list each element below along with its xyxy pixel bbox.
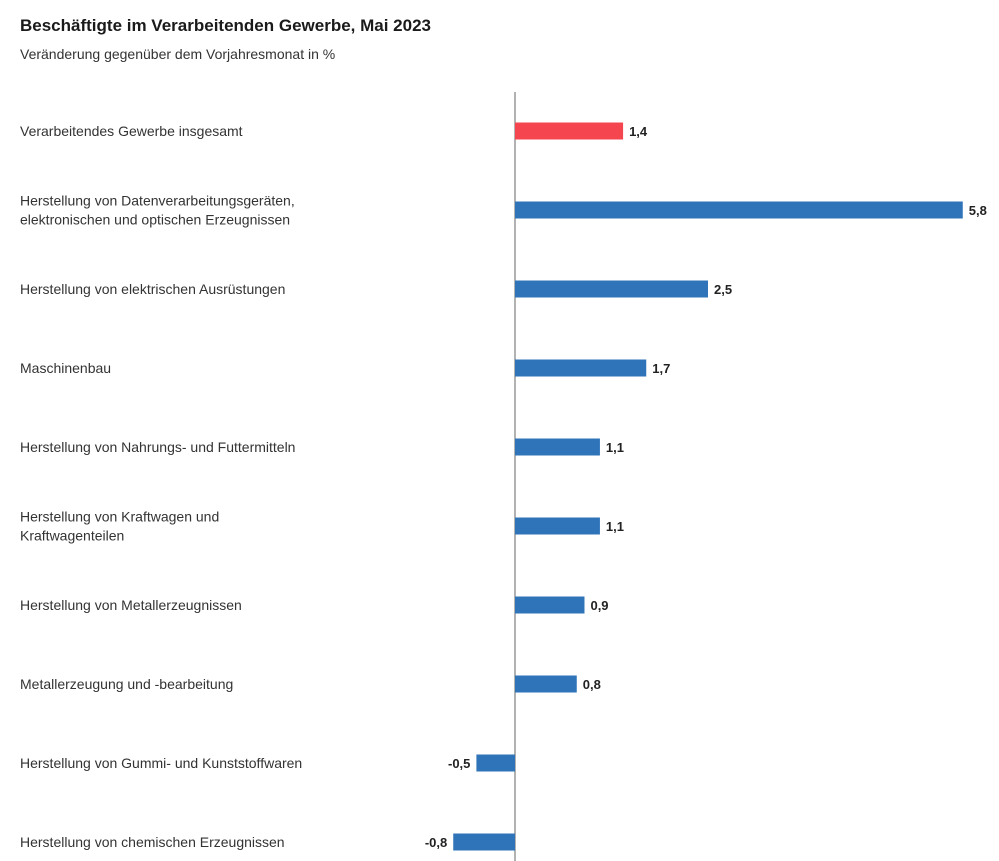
bar — [515, 438, 600, 456]
value-label: 2,5 — [714, 282, 732, 297]
bar — [515, 596, 585, 614]
category-label: Verarbeitendes Gewerbe insgesamt — [20, 123, 243, 139]
value-label: -0,5 — [448, 756, 470, 771]
bar — [515, 122, 624, 140]
chart-title: Beschäftigte im Verarbeitenden Gewerbe, … — [20, 16, 431, 35]
bar — [476, 754, 515, 772]
bar — [515, 675, 577, 693]
category-label: Herstellung von elektrischen Ausrüstunge… — [20, 281, 285, 297]
bar — [515, 517, 600, 535]
value-label: 0,9 — [590, 598, 608, 613]
category-label: Herstellung von Nahrungs- und Futtermitt… — [20, 439, 295, 455]
bar — [515, 201, 963, 219]
category-label: Herstellung von Gummi- und Kunststoffwar… — [20, 755, 302, 771]
value-label: 1,4 — [629, 124, 648, 139]
value-label: 1,1 — [606, 519, 624, 534]
category-label: Herstellung von Kraftwagen und Kraftwagen… — [20, 509, 219, 544]
bar — [515, 359, 647, 377]
category-label: Herstellung von Datenverarbeitungsgeräte… — [20, 193, 295, 228]
bar — [515, 280, 708, 298]
bar — [453, 833, 515, 851]
category-label: Maschinenbau — [20, 360, 111, 376]
value-label: 1,1 — [606, 440, 624, 455]
value-label: 5,8 — [969, 203, 987, 218]
value-label: 1,7 — [652, 361, 670, 376]
value-label: 0,8 — [583, 677, 601, 692]
value-label: -0,8 — [425, 835, 447, 850]
category-label: Herstellung von Metallerzeugnissen — [20, 597, 242, 613]
category-label: Metallerzeugung und -bearbeitung — [20, 676, 233, 692]
category-label: Herstellung von chemischen Erzeugnissen — [20, 834, 285, 850]
chart-subtitle: Veränderung gegenüber dem Vorjahresmonat… — [20, 46, 336, 62]
